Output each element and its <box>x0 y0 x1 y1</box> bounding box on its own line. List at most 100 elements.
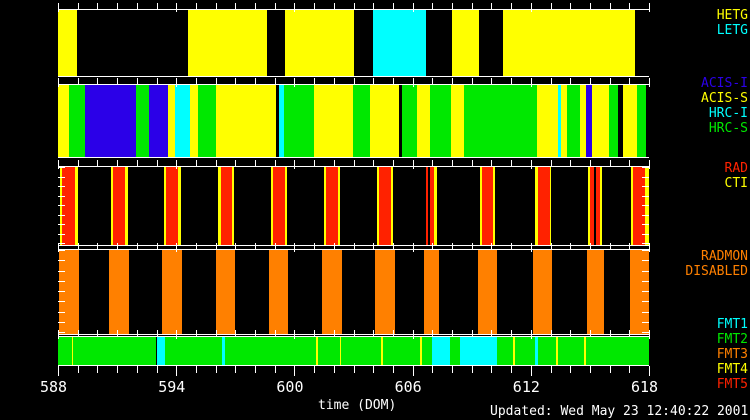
segment-instruments <box>430 85 451 157</box>
x-tick-minor <box>334 366 335 373</box>
x-tick-minor <box>97 160 98 166</box>
x-tick-major <box>176 366 177 376</box>
y-tick <box>642 215 649 216</box>
x-tick-major <box>176 78 177 87</box>
x-tick-major <box>176 160 177 169</box>
legend-item-acis-s: ACIS-S <box>701 91 748 106</box>
y-tick <box>58 243 65 244</box>
segment-instruments <box>370 85 399 157</box>
x-tick-minor <box>590 366 591 373</box>
updated-timestamp: Updated: Wed May 23 12:40:22 2001 <box>490 404 749 419</box>
x-tick-minor <box>314 78 315 84</box>
x-tick-minor <box>472 366 473 373</box>
segment-gratings <box>284 10 355 76</box>
y-tick <box>58 234 65 235</box>
x-tick-minor <box>610 160 611 166</box>
segment-format <box>497 337 514 365</box>
x-tick-major <box>649 160 650 169</box>
segment-format <box>513 337 515 365</box>
segment-radiation <box>337 167 340 245</box>
segment-radmon <box>268 250 289 334</box>
y-tick <box>58 196 65 197</box>
segment-instruments <box>314 85 353 157</box>
x-tick-minor <box>570 160 571 166</box>
x-tick-minor <box>157 243 158 249</box>
x-tick-minor <box>551 160 552 166</box>
segment-instruments <box>283 85 315 157</box>
x-tick-minor <box>117 160 118 166</box>
x-tick-minor <box>314 160 315 166</box>
segment-format <box>420 337 423 365</box>
x-tick-minor <box>570 366 571 373</box>
x-tick-major <box>58 78 59 87</box>
segment-radiation <box>220 167 233 245</box>
segment-radiation <box>493 167 496 245</box>
x-tick-minor <box>472 3 473 9</box>
x-tick-minor <box>629 3 630 9</box>
segment-radiation <box>270 167 273 245</box>
x-tick-major <box>649 330 650 339</box>
panel-bottom-rule <box>58 76 649 77</box>
x-tick-minor <box>97 330 98 336</box>
segment-format <box>450 337 460 365</box>
x-tick-minor <box>255 330 256 336</box>
x-tick-major <box>294 366 295 376</box>
x-tick-major <box>294 330 295 339</box>
x-tick-major <box>413 78 414 87</box>
x-tick-minor <box>157 160 158 166</box>
legend-item-hrc-s: HRC-S <box>708 121 748 136</box>
y-tick <box>58 260 65 261</box>
x-tick-minor <box>235 160 236 166</box>
segment-radmon <box>375 250 395 334</box>
segment-radiation <box>549 167 552 245</box>
x-tick-minor <box>117 78 118 84</box>
x-tick-minor <box>255 366 256 373</box>
x-tick-minor <box>491 330 492 336</box>
y-tick <box>642 250 649 251</box>
x-tick-minor <box>393 366 394 373</box>
segment-format <box>317 337 340 365</box>
x-tick-minor <box>590 243 591 249</box>
segment-radmon <box>109 250 129 334</box>
segment-radmon <box>532 250 553 334</box>
x-tick-minor <box>472 78 473 84</box>
x-tick-minor <box>570 3 571 9</box>
x-tick-minor <box>570 78 571 84</box>
x-tick-minor <box>393 78 394 84</box>
segment-gratings <box>58 10 77 76</box>
x-tick-label: 606 <box>394 378 422 396</box>
y-tick <box>642 196 649 197</box>
segment-radmon <box>477 250 498 334</box>
segment-format <box>557 337 584 365</box>
x-tick-major <box>294 243 295 252</box>
segment-radiation <box>217 167 221 245</box>
y-tick <box>58 301 65 302</box>
legend-item-hetg: HETG <box>716 8 748 23</box>
x-tick-minor <box>334 160 335 166</box>
legend-item-fmt4: FMT4 <box>716 362 748 377</box>
segment-radiation <box>74 167 78 245</box>
x-tick-minor <box>570 243 571 249</box>
x-tick-major <box>413 330 414 339</box>
y-tick <box>642 291 649 292</box>
x-tick-minor <box>472 330 473 336</box>
x-tick-label: 618 <box>631 378 659 396</box>
x-tick-minor <box>117 330 118 336</box>
segment-radiation <box>631 167 634 245</box>
x-tick-label: 612 <box>512 378 540 396</box>
x-tick-minor <box>393 160 394 166</box>
x-tick-minor <box>196 3 197 9</box>
x-tick-minor <box>452 78 453 84</box>
x-tick-minor <box>314 330 315 336</box>
x-tick-minor <box>511 330 512 336</box>
y-tick <box>642 281 649 282</box>
x-tick-minor <box>551 78 552 84</box>
legend-item-fmt5: FMT5 <box>716 377 748 392</box>
segment-gratings <box>478 10 504 76</box>
x-tick-minor <box>137 330 138 336</box>
x-tick-minor <box>610 3 611 9</box>
segment-instruments <box>197 85 216 157</box>
legend-item-hrc-i: HRC-I <box>708 106 748 121</box>
panel-bottom-rule <box>58 157 649 158</box>
x-tick-minor <box>235 243 236 249</box>
